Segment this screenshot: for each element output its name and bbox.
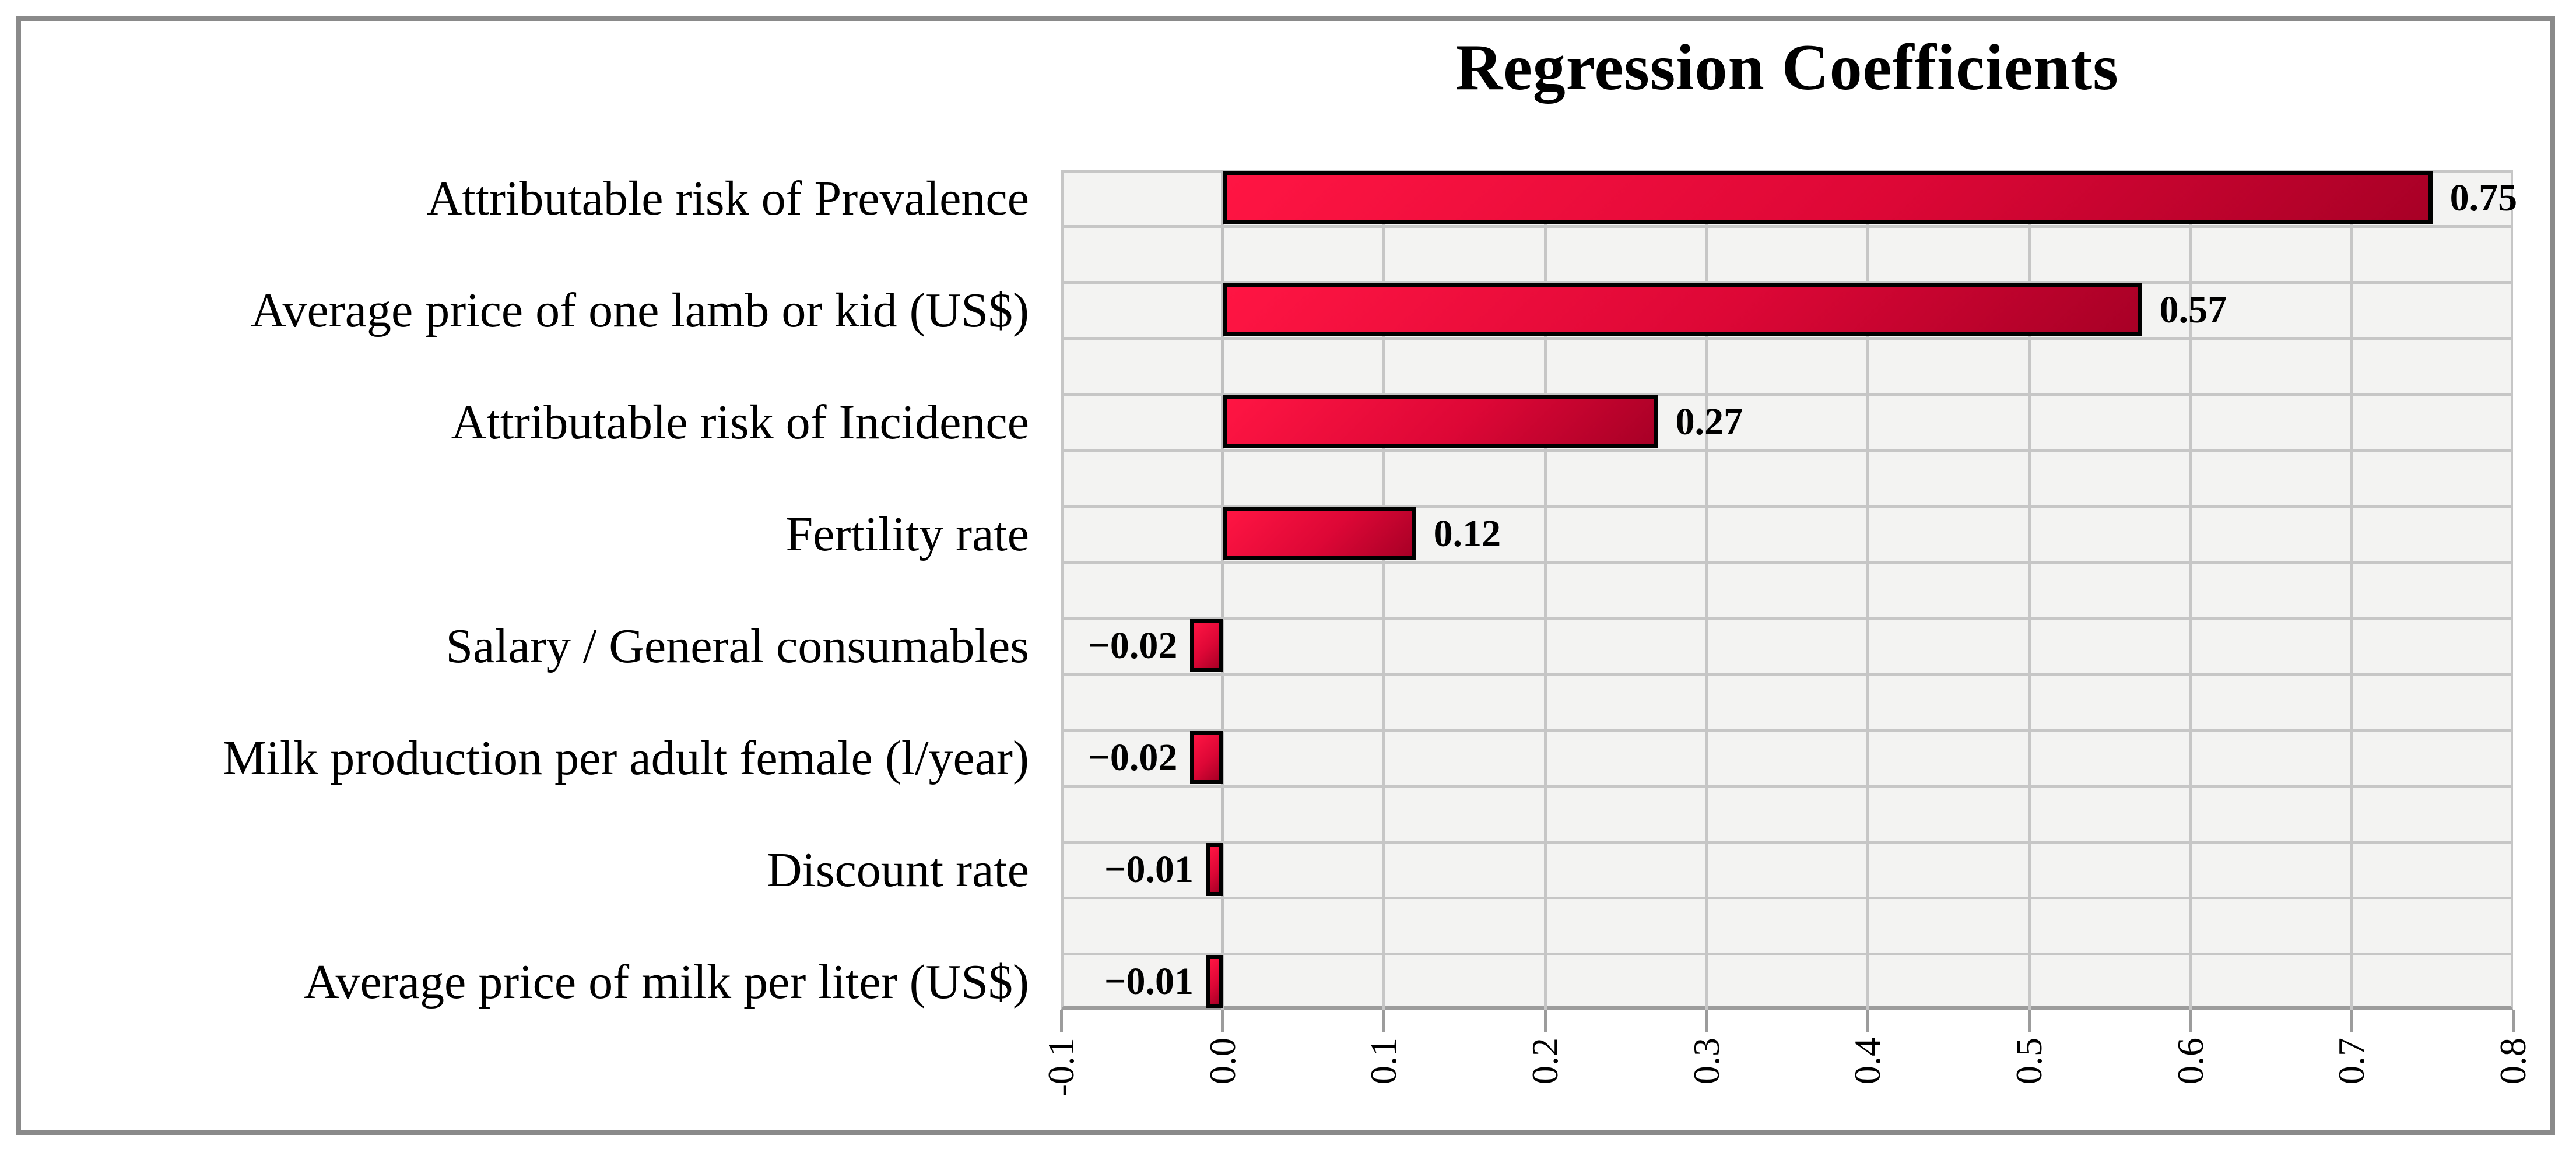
plot-area: 0.75 0.57 0.27 0.12 −0.02 −0.02 −0.01 −0.01 bbox=[1061, 170, 2517, 1010]
axis-tick-label-text: -0.1 bbox=[1040, 1038, 1082, 1097]
horizontal-gridline bbox=[1061, 504, 2513, 508]
axis-tick-mark bbox=[1866, 1010, 1869, 1032]
axis-tick-mark bbox=[1221, 1010, 1224, 1032]
axis-tick-label: 0.1 bbox=[1349, 1038, 1419, 1084]
axis-tick-label: 0.6 bbox=[2156, 1038, 2226, 1084]
axis-tick-label: 0.5 bbox=[1994, 1038, 2064, 1084]
chart-title: Regression Coefficients bbox=[1455, 31, 2119, 104]
axis-tick-label-text: 0.3 bbox=[1685, 1038, 1727, 1084]
axis-tick-mark bbox=[1705, 1010, 1708, 1032]
vertical-gridline bbox=[2189, 170, 2192, 1010]
horizontal-gridline bbox=[1061, 336, 2513, 340]
axis-tick-label: -0.1 bbox=[1026, 1038, 1096, 1097]
bar-value-label: −0.02 bbox=[1088, 736, 1178, 779]
axis-tick-mark bbox=[2511, 1010, 2515, 1032]
axis-tick-label-text: 0.8 bbox=[2492, 1038, 2533, 1084]
category-label: Salary / General consumables bbox=[445, 619, 1029, 673]
bar bbox=[1222, 395, 1658, 448]
axis-tick-label-text: 0.1 bbox=[1363, 1038, 1405, 1084]
horizontal-gridline bbox=[1061, 448, 2513, 452]
axis-tick-label-text: 0.4 bbox=[1847, 1038, 1889, 1084]
category-label: Average price of milk per liter (US$) bbox=[304, 954, 1029, 1009]
axis-tick-label: 0.0 bbox=[1188, 1038, 1258, 1084]
axis-tick-label: 0.7 bbox=[2317, 1038, 2387, 1084]
axis-tick-label-text: 0.6 bbox=[2169, 1038, 2211, 1084]
bar bbox=[1222, 171, 2433, 224]
bar-value-label: 0.27 bbox=[1675, 400, 1743, 443]
category-label: Fertility rate bbox=[785, 507, 1029, 561]
horizontal-gridline bbox=[1061, 616, 2513, 620]
axis-tick-label: 0.8 bbox=[2478, 1038, 2548, 1084]
axis-tick-label: 0.3 bbox=[1672, 1038, 1742, 1084]
axis-tick-mark bbox=[2027, 1010, 2031, 1032]
bar-value-label: −0.01 bbox=[1104, 848, 1194, 891]
horizontal-gridline bbox=[1061, 224, 2513, 228]
axis-tick-mark bbox=[1059, 1010, 1063, 1032]
axis-tick-label-text: 0.5 bbox=[2008, 1038, 2049, 1084]
bar bbox=[1190, 619, 1223, 672]
horizontal-gridline bbox=[1061, 672, 2513, 676]
category-label: Attributable risk of Incidence bbox=[451, 395, 1029, 449]
horizontal-gridline bbox=[1061, 840, 2513, 844]
bar bbox=[1190, 731, 1223, 784]
zero-gridline bbox=[1221, 170, 1225, 1010]
vertical-gridline bbox=[1382, 170, 1385, 1010]
bar-value-label: −0.02 bbox=[1088, 624, 1178, 667]
horizontal-gridline bbox=[1061, 280, 2513, 284]
vertical-gridline bbox=[1866, 170, 1869, 1010]
bar-value-label: 0.12 bbox=[1433, 512, 1501, 555]
bar bbox=[1206, 955, 1223, 1008]
horizontal-gridline bbox=[1061, 392, 2513, 396]
bar-value-label: 0.57 bbox=[2159, 289, 2227, 331]
horizontal-gridline bbox=[1061, 560, 2513, 564]
vertical-gridline bbox=[1543, 170, 1547, 1010]
axis-tick-mark bbox=[2350, 1010, 2353, 1032]
vertical-gridline bbox=[2350, 170, 2353, 1010]
category-label: Average price of one lamb or kid (US$) bbox=[251, 283, 1029, 338]
axis-tick-label-text: 0.7 bbox=[2331, 1038, 2373, 1084]
horizontal-gridline bbox=[1061, 784, 2513, 788]
horizontal-gridline bbox=[1061, 952, 2513, 955]
category-label: Discount rate bbox=[766, 842, 1029, 897]
bar-value-label: −0.01 bbox=[1104, 960, 1194, 1003]
vertical-gridline bbox=[1705, 170, 1708, 1010]
bar bbox=[1222, 507, 1416, 560]
axis-tick-label-text: 0.0 bbox=[1201, 1038, 1243, 1084]
bar bbox=[1206, 843, 1223, 896]
axis-tick-label-text: 0.2 bbox=[1524, 1038, 1566, 1084]
horizontal-gridline bbox=[1061, 728, 2513, 732]
bar bbox=[1222, 283, 2142, 336]
horizontal-gridline bbox=[1061, 896, 2513, 899]
axis-tick-label: 0.4 bbox=[1833, 1038, 1903, 1084]
category-label: Milk production per adult female (l/year… bbox=[222, 730, 1029, 785]
axis-tick-mark bbox=[1543, 1010, 1547, 1032]
axis-tick-label: 0.2 bbox=[1510, 1038, 1580, 1084]
axis-tick-mark bbox=[1382, 1010, 1385, 1032]
bar-value-label: 0.75 bbox=[2449, 177, 2518, 219]
category-label: Attributable risk of Prevalence bbox=[426, 171, 1029, 226]
vertical-gridline bbox=[2027, 170, 2031, 1010]
axis-tick-mark bbox=[2189, 1010, 2192, 1032]
